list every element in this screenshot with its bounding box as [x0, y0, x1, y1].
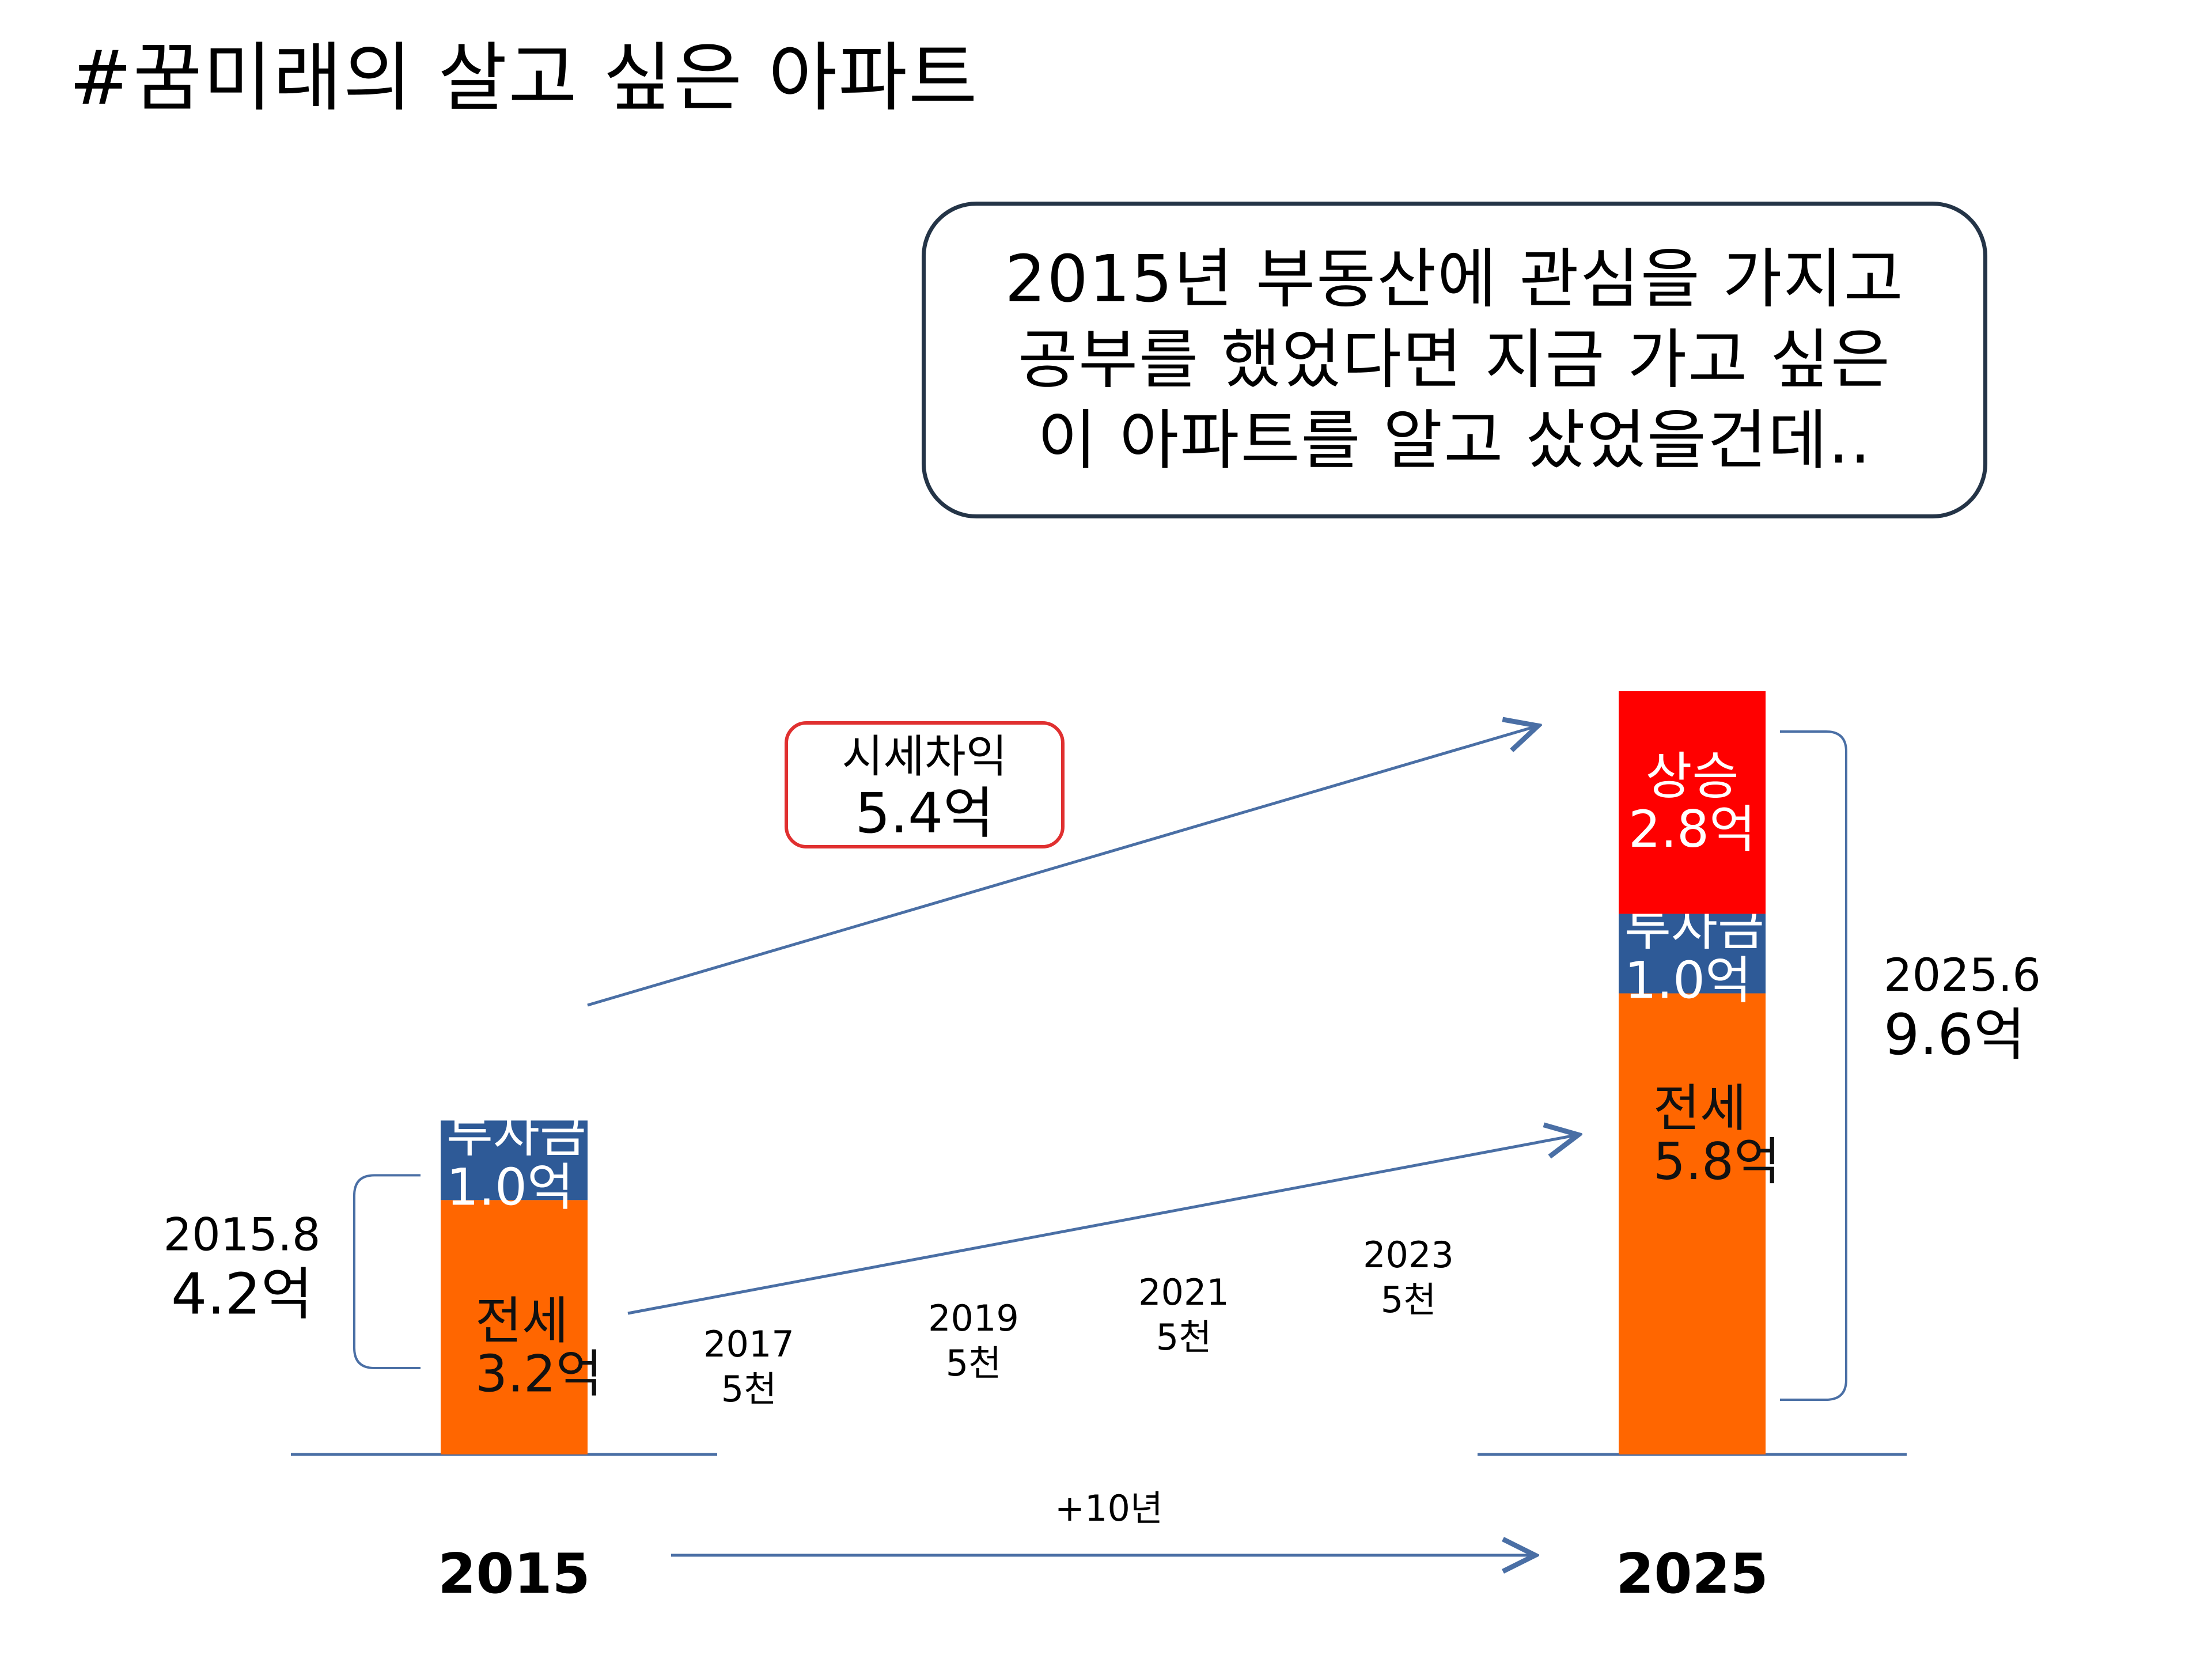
- yearly-year-2023: 2023: [1363, 1234, 1454, 1276]
- total-date-2025: 2025.6: [1884, 950, 2041, 1002]
- category-label-2025: 2025: [1616, 1543, 1768, 1606]
- price-diff-label: 시세차익: [842, 731, 1007, 783]
- yearly-year-2017: 2017: [703, 1323, 794, 1365]
- total-value-2025: 9.6억: [1884, 1002, 2025, 1068]
- callout-line-1: 2015년 부동산에 관심을 가지고: [1005, 242, 1904, 317]
- yearly-amount-2019: 5천: [946, 1342, 1002, 1384]
- period-label: +10년: [1055, 1487, 1163, 1529]
- bracket-2015: [353, 1174, 421, 1369]
- bracket-2025: [1780, 730, 1847, 1401]
- yearly-amount-2021: 5천: [1156, 1316, 1212, 1358]
- bar-label-2015-투자금: 투자금 1.0억: [446, 1104, 586, 1217]
- yearly-year-2019: 2019: [928, 1297, 1019, 1339]
- total-date-2015: 2015.8: [164, 1209, 321, 1261]
- bar-segment-2015-투자금: [441, 1120, 588, 1200]
- total-value-2015: 4.2억: [171, 1261, 313, 1327]
- page-title: #꿈미래의 살고 싶은 아파트: [69, 34, 979, 122]
- callout-line-3: 이 아파트를 알고 샀었을건데..: [1037, 403, 1872, 478]
- bar-label-2025-전세: 전세 5.8억: [1653, 1078, 1781, 1191]
- arrow-jeonse-growth: [627, 1135, 1578, 1315]
- bar-segment-2025-투자금: [1619, 914, 1766, 994]
- category-label-2015: 2015: [438, 1543, 590, 1606]
- callout-line-2: 공부를 했었다면 지금 가고 싶은: [1018, 323, 1891, 397]
- yearly-amount-2017: 5천: [721, 1368, 777, 1410]
- price-diff-box: [785, 721, 1065, 848]
- price-diff-value: 5.4억: [855, 781, 994, 846]
- yearly-year-2021: 2021: [1138, 1271, 1229, 1313]
- bar-segment-2025-상승: [1619, 691, 1766, 914]
- callout-box: 2015년 부동산에 관심을 가지고 공부를 했었다면 지금 가고 싶은 이 아…: [922, 202, 1987, 518]
- bar-label-2015-전세: 전세 3.2억: [475, 1291, 603, 1403]
- bar-label-2025-상승: 상승 2.8억: [1628, 747, 1756, 859]
- bar-label-2025-투자금: 투자금 1.0억: [1624, 897, 1764, 1010]
- bar-segment-2015-전세: [441, 1200, 588, 1454]
- arrow-total-growth: [587, 726, 1538, 1007]
- yearly-amount-2023: 5천: [1381, 1279, 1437, 1321]
- bar-segment-2025-전세: [1619, 993, 1766, 1454]
